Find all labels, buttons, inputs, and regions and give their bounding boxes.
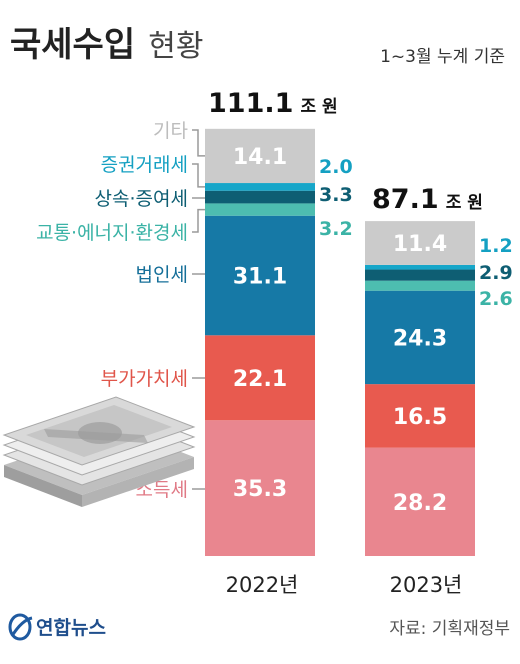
value-label-income-2022년: 35.3 <box>233 477 287 502</box>
total-2023: 87.1 조 원 <box>372 184 483 215</box>
bar-income-2023년 <box>365 447 475 556</box>
bar-corporate-2023년 <box>365 290 475 385</box>
legend-tick-other <box>192 129 205 157</box>
legend-label-securities: 증권거래세 <box>101 154 188 176</box>
value-label-corporate-2022년: 31.1 <box>233 265 287 290</box>
total-2022-value: 111.1 <box>208 88 293 119</box>
value-label-vat-2023년: 16.5 <box>393 405 447 430</box>
stacked-bars: 35.3 22.1 31.1 14.1 28.2 16.5 24.3 11.4 <box>205 128 475 556</box>
bar-transport-2023년 <box>365 280 475 291</box>
bar-inheritance-2023년 <box>365 269 475 281</box>
value-label-securities-2023년: 1.2 <box>479 235 513 257</box>
legend-label-vat: 부가가치세 <box>101 368 188 390</box>
bar-securities-2023년 <box>365 264 475 270</box>
legend-label-income: 소득세 <box>136 479 188 501</box>
value-label-other-2022년: 14.1 <box>233 145 287 170</box>
value-label-securities-2022년: 2.0 <box>319 156 353 178</box>
title-main: 국세수입 <box>10 25 135 65</box>
value-label-transport-2023년: 2.6 <box>479 288 513 310</box>
small-value-labels: 3.2 3.3 2.0 2.6 2.9 1.2 <box>319 156 513 310</box>
legend-tick-securities <box>192 163 205 188</box>
bar-other-2023년 <box>365 221 475 265</box>
source-note: 자료: 기획재정부 <box>389 619 510 639</box>
money-stack-icon <box>2 396 196 507</box>
bar-corporate-2022년 <box>205 215 315 336</box>
value-label-inheritance-2022년: 3.3 <box>319 184 353 206</box>
legend-tick-transport <box>192 208 205 233</box>
bar-inheritance-2022년 <box>205 190 315 204</box>
yonhap-logo-text: 연합뉴스 <box>36 617 106 639</box>
value-label-vat-2022년: 22.1 <box>233 367 287 392</box>
total-2022: 111.1 조 원 <box>208 88 338 119</box>
page-title: 국세수입 현황 <box>10 25 203 65</box>
value-label-income-2023년: 28.2 <box>393 491 447 516</box>
total-2023-unit: 조 원 <box>446 193 483 213</box>
yonhap-logo-icon <box>8 613 33 641</box>
legend-label-transport: 교통·에너지·환경세 <box>36 222 188 244</box>
x-tick-2023: 2023년 <box>390 573 463 597</box>
bar-transport-2022년 <box>205 203 315 216</box>
legend-label-corporate: 법인세 <box>136 264 188 286</box>
category-labels: 소득세 부가가치세 법인세 교통·에너지·환경세 상속·증여세 증권거래세 기타 <box>36 120 205 501</box>
value-label-corporate-2023년: 24.3 <box>393 326 447 351</box>
bar-vat-2022년 <box>205 335 315 421</box>
bar-income-2022년 <box>205 420 315 556</box>
value-label-other-2023년: 11.4 <box>393 232 447 257</box>
value-label-transport-2022년: 3.2 <box>319 218 353 240</box>
basis-note: 1~3월 누계 기준 <box>380 47 505 67</box>
bar-securities-2022년 <box>205 183 315 191</box>
legend-label-other: 기타 <box>153 120 188 142</box>
total-2022-unit: 조 원 <box>301 97 338 117</box>
legend-label-inheritance: 상속·증여세 <box>95 188 188 210</box>
title-sub: 현황 <box>148 29 203 64</box>
bar-vat-2023년 <box>365 384 475 448</box>
bar-other-2022년 <box>205 128 315 184</box>
x-tick-2022: 2022년 <box>226 573 299 597</box>
total-2023-value: 87.1 <box>372 184 439 215</box>
value-label-inheritance-2023년: 2.9 <box>479 262 513 284</box>
